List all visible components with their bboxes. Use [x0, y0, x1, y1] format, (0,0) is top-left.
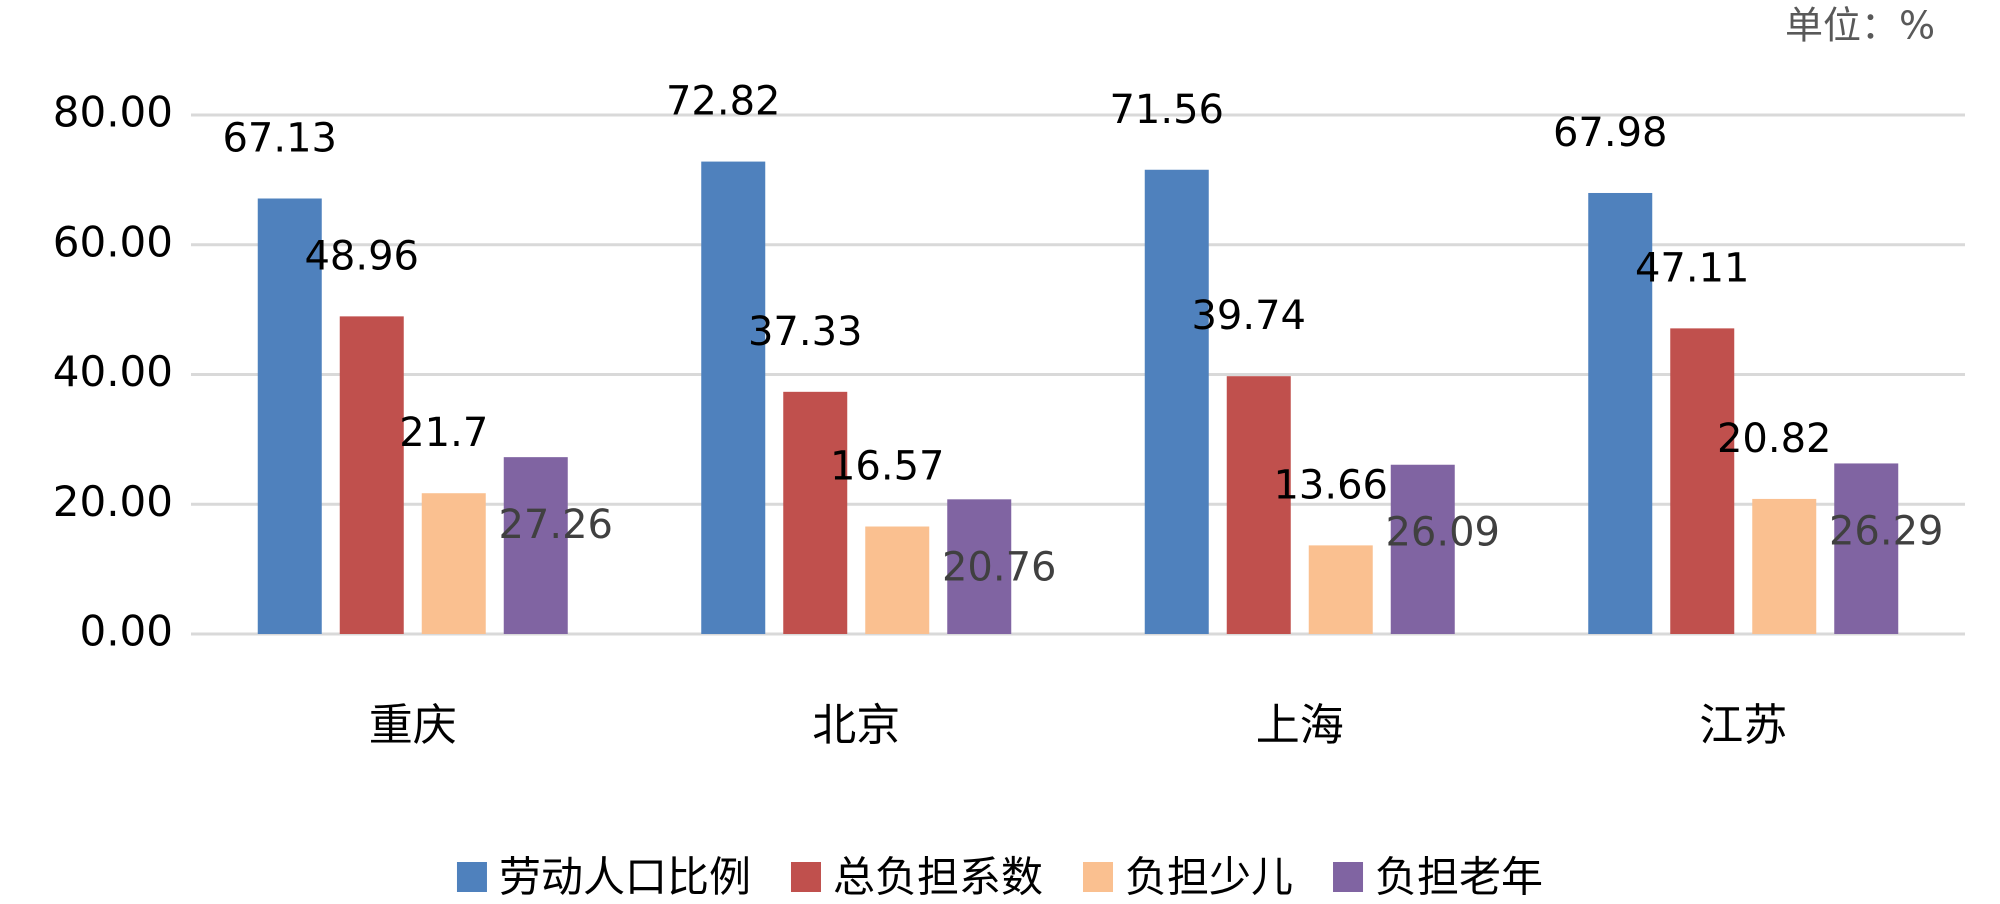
bar [701, 161, 766, 634]
x-tick-label: 江苏 [1699, 700, 1787, 751]
data-label: 13.66 [1273, 462, 1388, 508]
y-tick-label: 40.00 [53, 347, 173, 396]
data-label: 67.13 [222, 115, 337, 161]
data-label: 67.98 [1553, 110, 1668, 156]
bar [421, 493, 486, 634]
legend-label: 负担老年 [1375, 853, 1543, 902]
y-tick-label: 0.00 [79, 607, 173, 656]
data-label: 48.96 [304, 233, 419, 279]
bar [1588, 192, 1653, 635]
bar [865, 526, 930, 634]
bar [257, 198, 322, 634]
data-label: 37.33 [748, 309, 863, 355]
bar [1670, 328, 1735, 634]
bar [503, 457, 568, 634]
x-tick-label: 北京 [812, 700, 900, 751]
bar [783, 391, 848, 634]
data-label: 21.7 [399, 410, 488, 456]
data-label: 47.11 [1635, 245, 1750, 291]
unit-note: 单位：% [1785, 4, 1935, 48]
bar [339, 316, 404, 634]
data-label: 39.74 [1191, 293, 1306, 339]
bar [1144, 169, 1209, 634]
bar [1390, 464, 1455, 634]
data-label: 27.26 [498, 502, 613, 548]
data-label: 26.29 [1829, 508, 1944, 554]
legend-swatch [790, 862, 821, 892]
y-tick-label: 20.00 [53, 477, 173, 526]
data-label: 72.82 [666, 79, 781, 125]
legend-swatch [1083, 862, 1113, 892]
data-label: 16.57 [830, 444, 945, 490]
data-label: 71.56 [1109, 87, 1224, 133]
data-label: 26.09 [1385, 510, 1500, 556]
y-tick-label: 80.00 [53, 88, 173, 137]
data-label: 20.76 [942, 544, 1057, 590]
legend-label: 劳动人口比例 [499, 853, 751, 902]
bar [1226, 376, 1291, 634]
x-tick-label: 重庆 [369, 700, 457, 751]
bar [1308, 545, 1373, 634]
bar [1834, 463, 1899, 634]
y-tick-label: 60.00 [53, 217, 173, 266]
data-label: 20.82 [1717, 416, 1832, 462]
bar [1752, 498, 1817, 634]
bar [947, 499, 1012, 634]
legend-label: 负担少儿 [1125, 853, 1293, 902]
legend-label: 总负担系数 [833, 853, 1043, 902]
legend-swatch [1333, 862, 1364, 892]
legend-swatch [456, 862, 487, 892]
x-tick-label: 上海 [1256, 700, 1344, 751]
